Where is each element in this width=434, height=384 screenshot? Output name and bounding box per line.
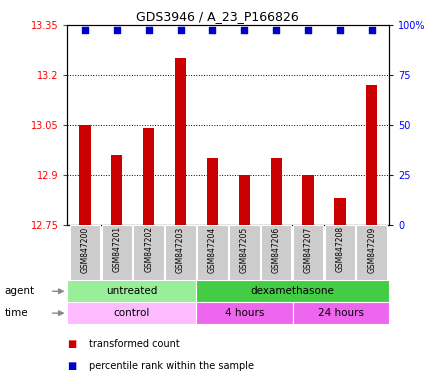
Bar — [196, 280, 388, 302]
Point — [81, 27, 88, 33]
Text: ■: ■ — [67, 339, 76, 349]
Point — [145, 27, 152, 33]
Point — [208, 27, 215, 33]
Point — [240, 27, 247, 33]
Text: GSM847205: GSM847205 — [239, 226, 248, 273]
Text: GDS3946 / A_23_P166826: GDS3946 / A_23_P166826 — [136, 10, 298, 23]
Point — [304, 27, 311, 33]
Bar — [260, 225, 291, 280]
Text: time: time — [4, 308, 28, 318]
Text: GSM847207: GSM847207 — [303, 226, 312, 273]
Text: ■: ■ — [67, 361, 76, 371]
Bar — [197, 225, 227, 280]
Text: GSM847200: GSM847200 — [80, 226, 89, 273]
Text: 4 hours: 4 hours — [224, 308, 263, 318]
Bar — [270, 158, 281, 225]
Bar — [101, 225, 132, 280]
Bar — [238, 175, 249, 225]
Bar — [365, 85, 377, 225]
Text: transformed count: transformed count — [89, 339, 180, 349]
Text: percentile rank within the sample: percentile rank within the sample — [89, 361, 253, 371]
Text: GSM847204: GSM847204 — [207, 226, 217, 273]
Bar — [207, 158, 217, 225]
Bar — [356, 225, 386, 280]
Text: GSM847203: GSM847203 — [176, 226, 184, 273]
Text: GSM847201: GSM847201 — [112, 226, 121, 272]
Point — [335, 27, 342, 33]
Bar — [334, 198, 345, 225]
Bar — [69, 225, 100, 280]
Bar — [292, 302, 388, 324]
Bar — [165, 225, 195, 280]
Bar — [228, 225, 259, 280]
Text: control: control — [113, 308, 150, 318]
Bar — [324, 225, 355, 280]
Text: GSM847202: GSM847202 — [144, 226, 153, 272]
Point — [177, 27, 184, 33]
Bar — [111, 155, 122, 225]
Bar — [67, 302, 196, 324]
Text: GSM847208: GSM847208 — [335, 226, 344, 272]
Bar — [174, 58, 186, 225]
Bar — [302, 175, 313, 225]
Text: agent: agent — [4, 286, 34, 296]
Point — [368, 27, 375, 33]
Text: untreated: untreated — [106, 286, 157, 296]
Text: GSM847206: GSM847206 — [271, 226, 280, 273]
Bar — [196, 302, 292, 324]
Text: dexamethasone: dexamethasone — [250, 286, 334, 296]
Bar — [79, 125, 90, 225]
Point — [272, 27, 279, 33]
Text: GSM847209: GSM847209 — [366, 226, 375, 273]
Point — [113, 27, 120, 33]
Bar — [133, 225, 164, 280]
Bar — [67, 280, 196, 302]
Bar — [143, 128, 154, 225]
Bar — [292, 225, 322, 280]
Text: 24 hours: 24 hours — [317, 308, 363, 318]
